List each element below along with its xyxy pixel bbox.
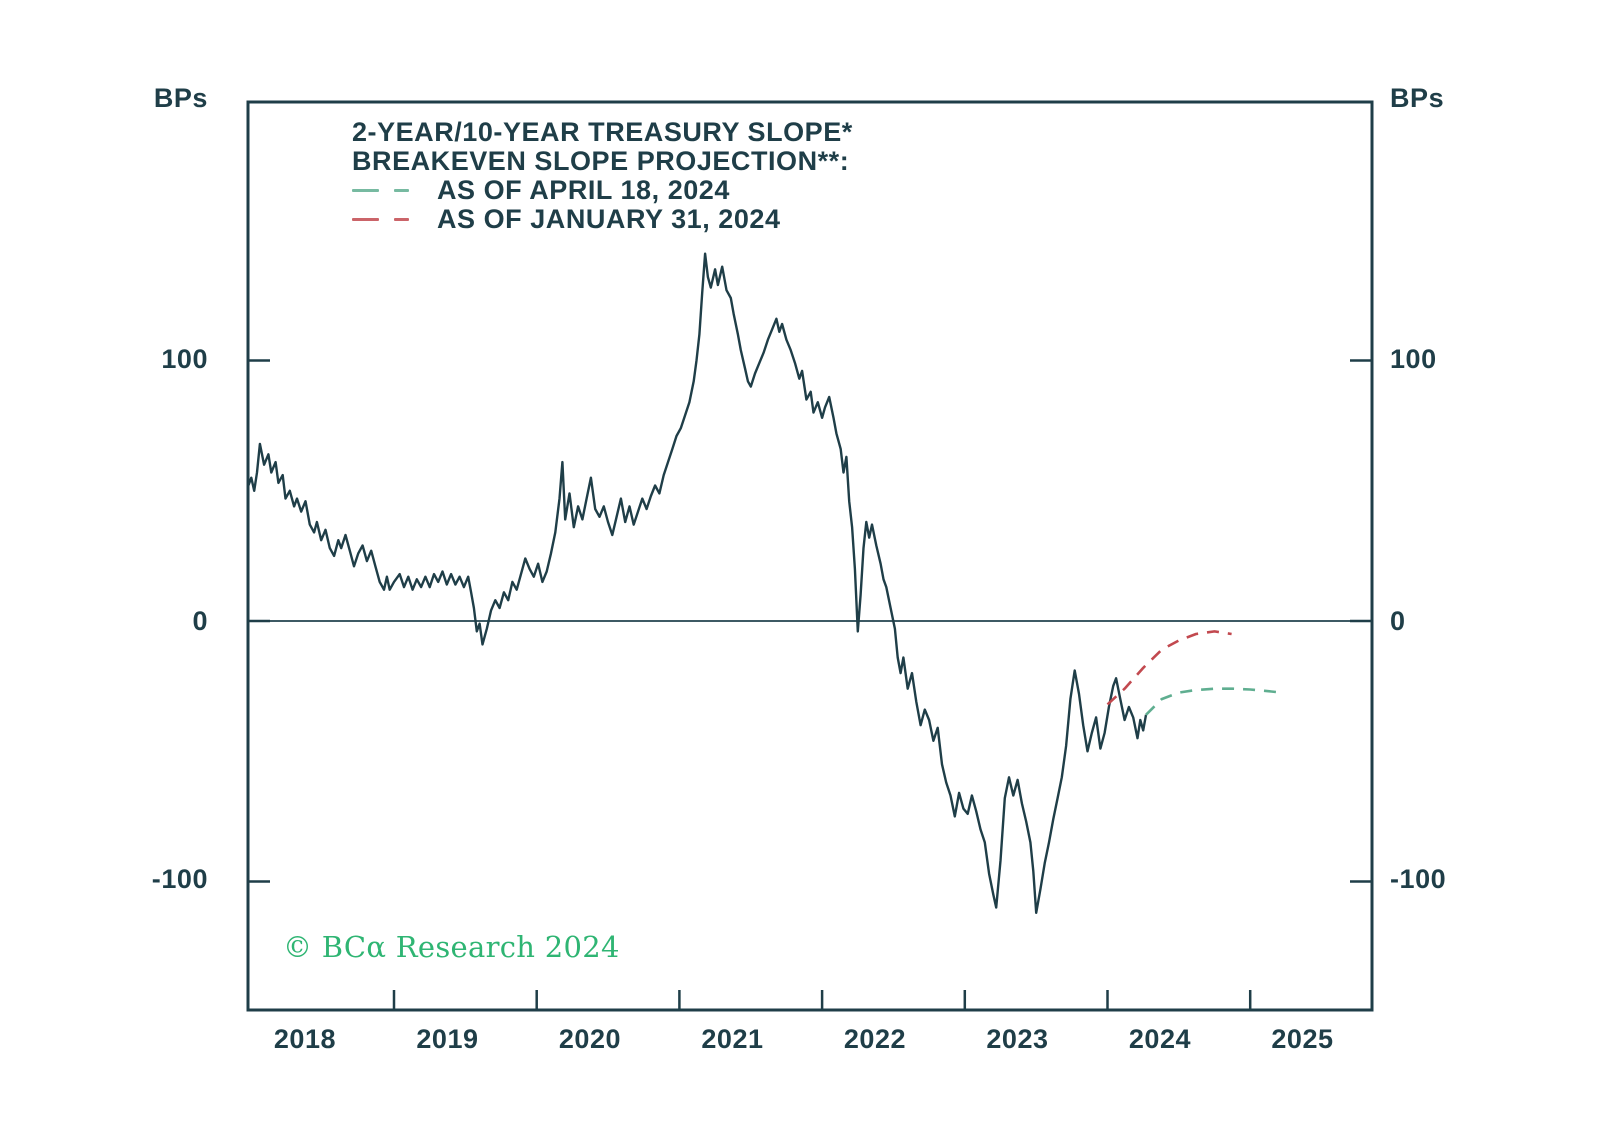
- y-tick-label: -100: [151, 864, 208, 894]
- x-tick-label: 2023: [986, 1024, 1049, 1054]
- legend-label: AS OF JANUARY 31, 2024: [437, 204, 781, 234]
- y-tick-label: -100: [1390, 864, 1447, 894]
- x-tick-label: 2020: [558, 1024, 622, 1054]
- x-tick-label: 2025: [1271, 1024, 1334, 1054]
- legend-dash-green-icon: [352, 189, 422, 192]
- y-tick-label: 0: [192, 606, 208, 636]
- chart-title: 2-YEAR/10-YEAR TREASURY SLOPE*: [352, 117, 853, 147]
- x-tick-label: 2022: [843, 1024, 907, 1054]
- chart-subtitle: BREAKEVEN SLOPE PROJECTION**:: [352, 146, 850, 176]
- x-tick-label: 2024: [1128, 1024, 1192, 1054]
- x-tick-label: 2021: [701, 1024, 764, 1054]
- legend-dash-red-icon: [352, 218, 422, 221]
- series-projection-april: [1145, 687, 1282, 716]
- legend-label: AS OF APRIL 18, 2024: [437, 175, 730, 205]
- legend-item-april: AS OF APRIL 18, 2024: [352, 175, 853, 205]
- y-tick-label: 100: [1390, 344, 1437, 374]
- y-axis-unit-left: BPs: [153, 83, 208, 113]
- series-projection-january: [1106, 630, 1232, 706]
- y-tick-label: 100: [161, 344, 208, 374]
- x-tick-label: 2019: [416, 1024, 479, 1054]
- y-tick-label: 0: [1390, 606, 1406, 636]
- plot-border: [246, 100, 1374, 1012]
- legend-item-january: AS OF JANUARY 31, 2024: [352, 204, 853, 234]
- copyright-text: © BCα Research 2024: [283, 930, 620, 964]
- series-main: [247, 252, 1148, 914]
- x-tick-label: 2018: [273, 1024, 337, 1054]
- chart-title-block: 2-YEAR/10-YEAR TREASURY SLOPE* BREAKEVEN…: [352, 118, 853, 234]
- y-axis-unit-right: BPs: [1390, 83, 1445, 113]
